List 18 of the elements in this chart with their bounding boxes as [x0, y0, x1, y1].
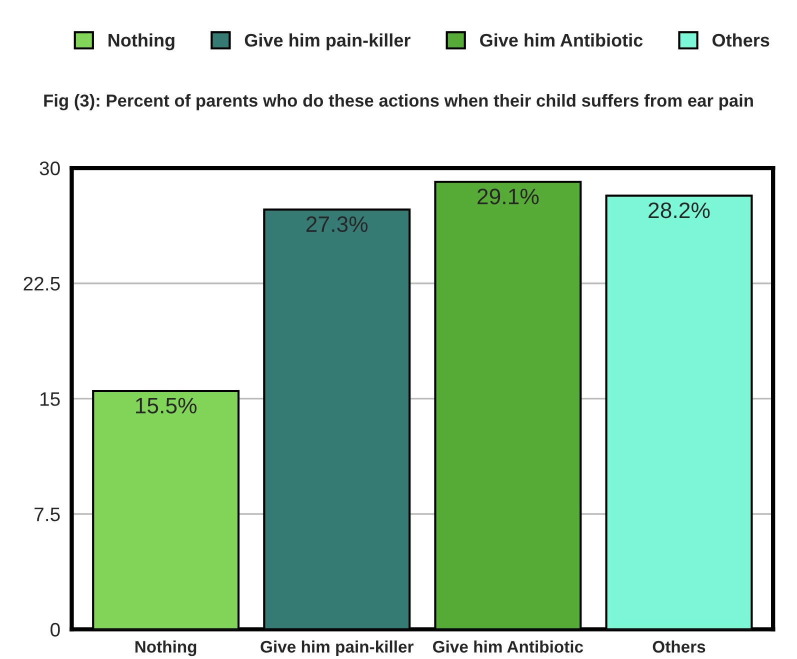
legend-label: Give him pain-killer [244, 33, 410, 50]
x-tick-label: Others [652, 640, 706, 653]
x-tick-label: Give him Antibiotic [433, 640, 584, 653]
x-tick-label: Give him pain-killer [260, 640, 414, 656]
y-tick-label: 30 [40, 162, 60, 176]
data-label: 29.1% [478, 188, 539, 204]
legend-label: Others [712, 33, 770, 47]
data-label: 27.3% [306, 216, 368, 232]
legend-label: Nothing [108, 33, 174, 50]
legend-label: Give him Antibiotic [480, 33, 643, 47]
y-tick-label: 0 [50, 622, 60, 637]
x-tick-label: Nothing [135, 640, 196, 656]
data-label: 28.2% [648, 202, 710, 218]
y-tick-label: 15 [40, 392, 60, 406]
y-tick-label: 7.5 [34, 508, 60, 522]
data-label: 15.5% [136, 398, 197, 414]
y-tick-label: 22.5 [24, 276, 60, 291]
chart-title: Fig (3): Percent of parents who do these actions when their child suffers from ear pain [44, 94, 753, 110]
